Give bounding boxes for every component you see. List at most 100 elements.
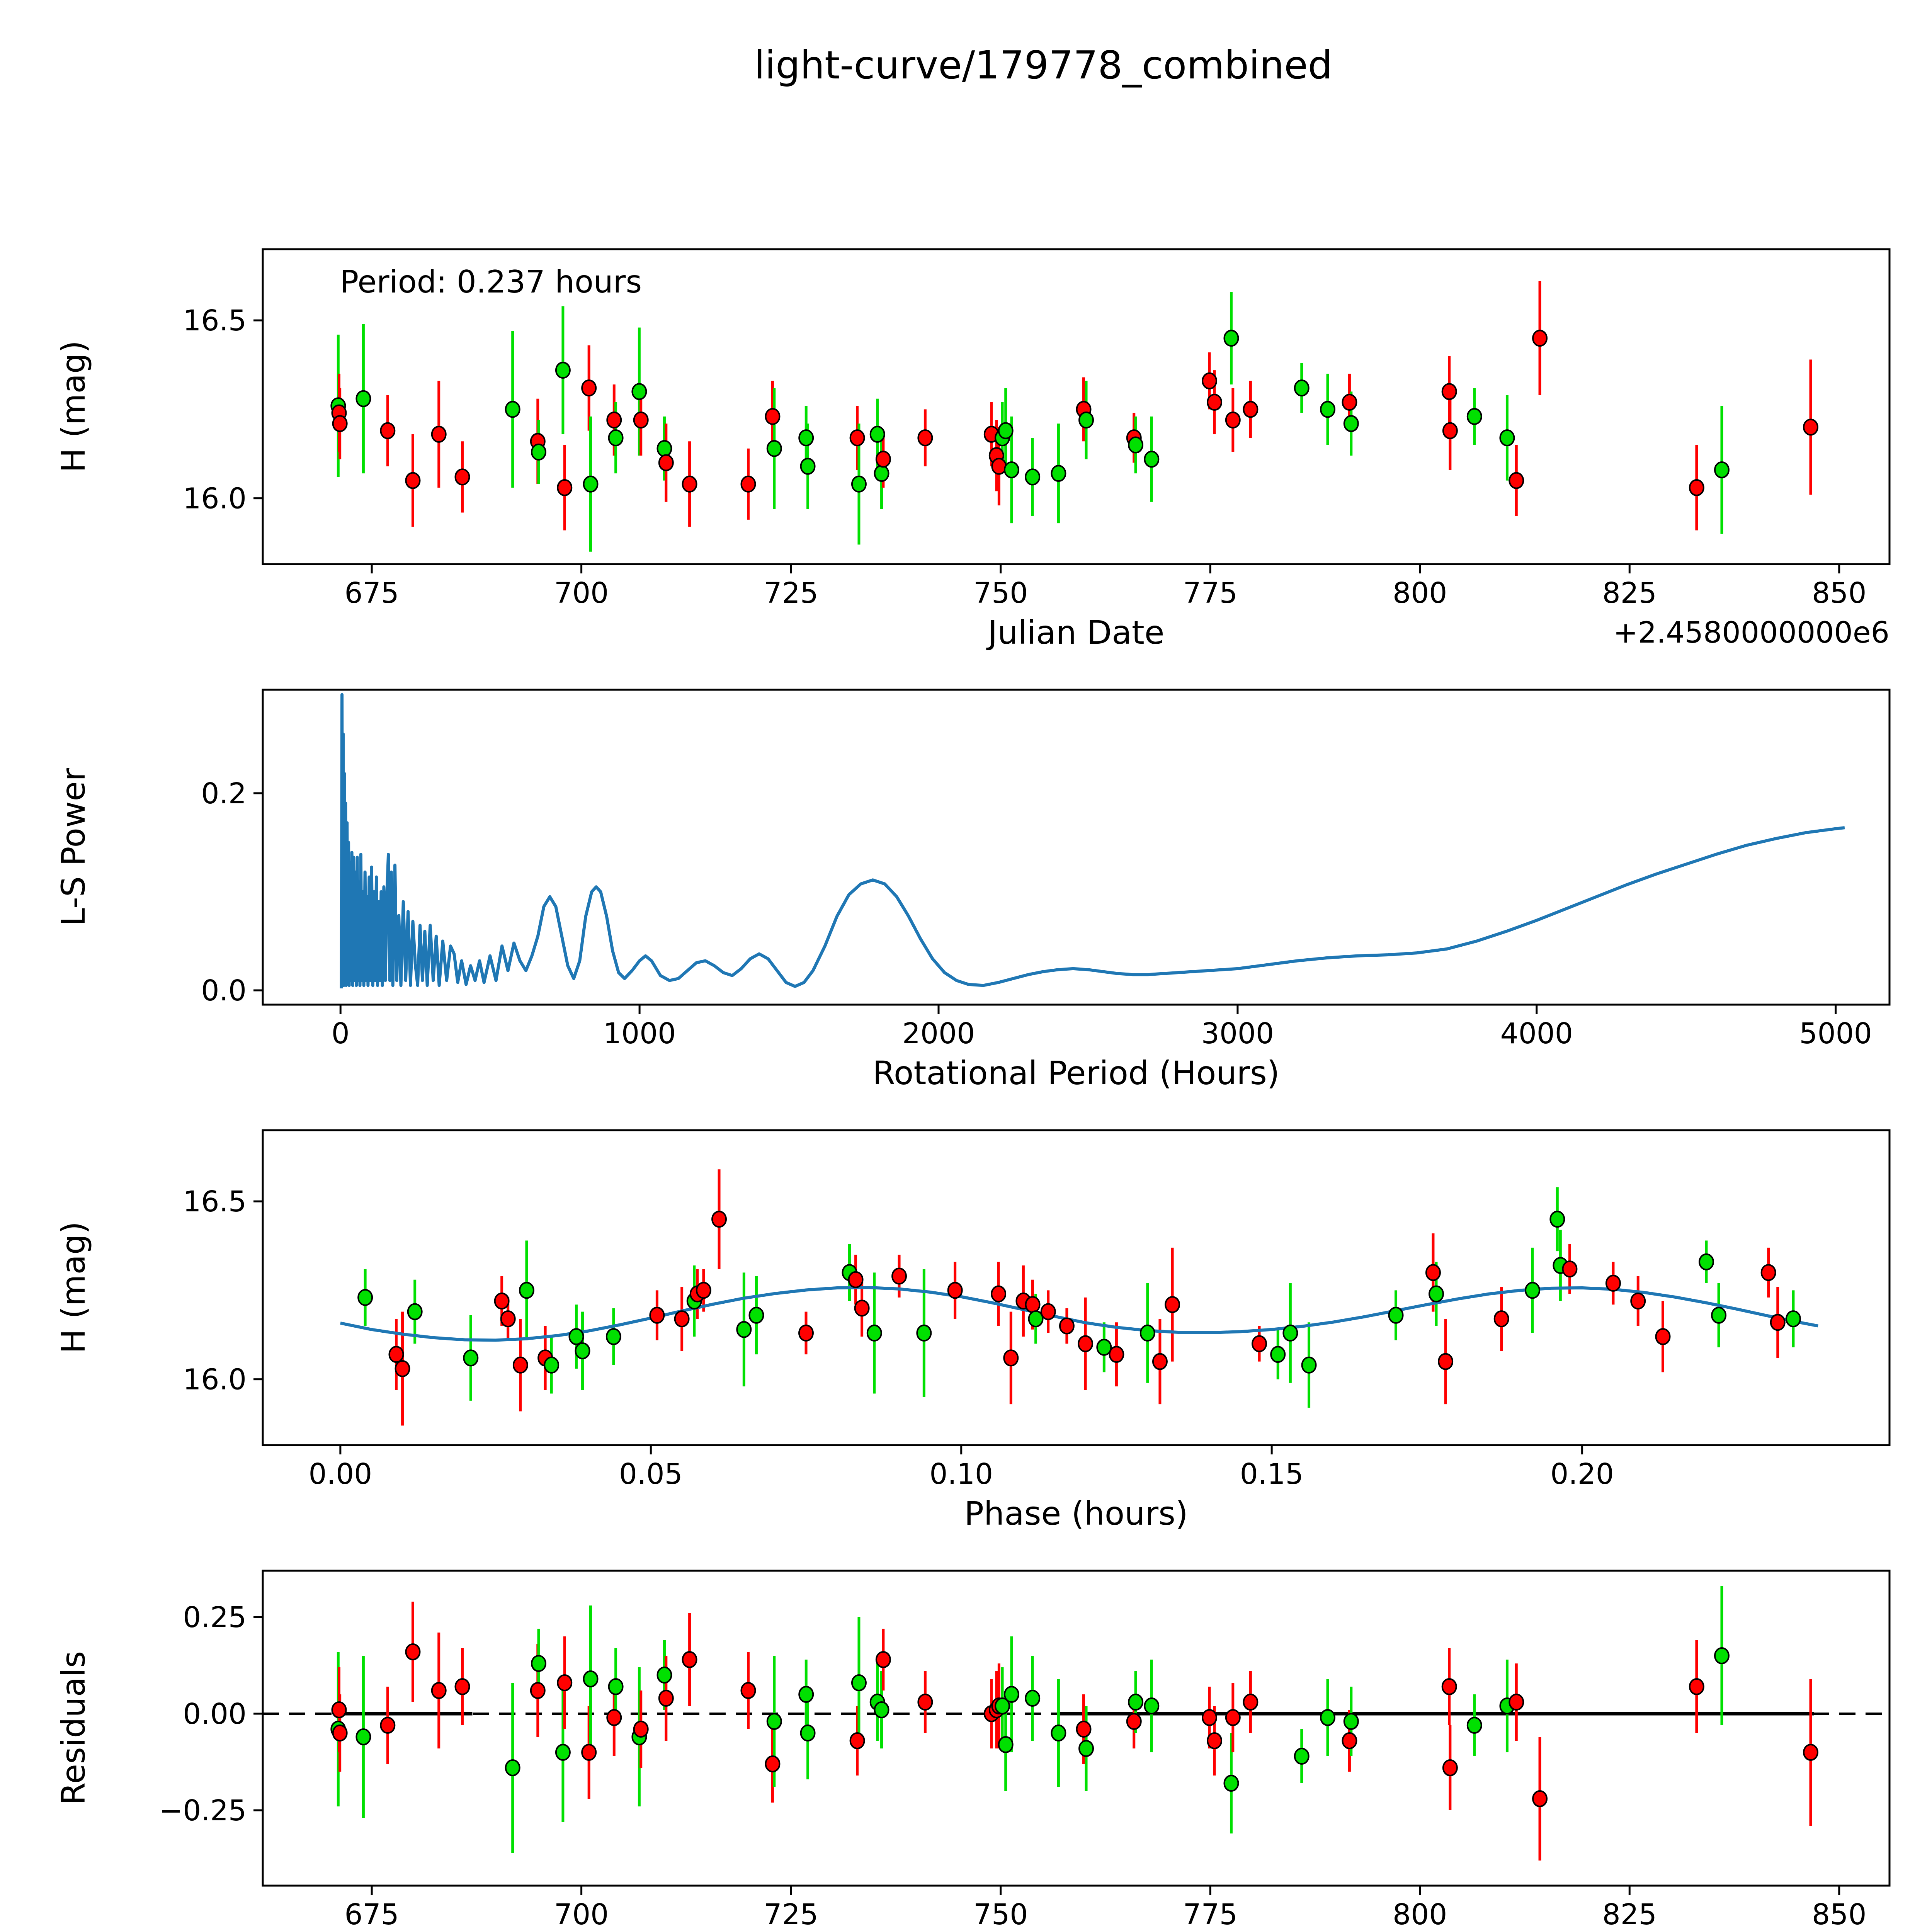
data-point [740,475,756,493]
data-point [332,1725,348,1742]
data-point [917,1694,933,1711]
y-tick-label: 16.0 [183,1363,247,1396]
data-point [1225,1709,1241,1726]
data-point [1760,1264,1776,1281]
x-tick-label: 750 [973,1898,1028,1931]
data-point [869,425,885,443]
data-point [991,457,1007,475]
data-point [674,1310,690,1328]
data-point [1442,1759,1458,1776]
data-point [1343,1713,1359,1730]
jd-magnitude-plot: 675 700 725 750 775 800 825 850 16.0 16.5 Period:… [183,248,1891,610]
data-point [1207,1732,1223,1749]
data-point [1388,1306,1404,1324]
data-point [998,422,1014,439]
ylabel-residuals: Residuals [54,1651,92,1805]
data-point [388,1346,404,1363]
x-tick-label: 2000 [902,1017,975,1050]
data-point [1128,1694,1144,1711]
data-point [606,412,622,429]
data-point [519,1282,534,1299]
data-point [765,1755,781,1772]
data-point [1096,1338,1112,1356]
x-tick-label: 5000 [1799,1017,1872,1050]
data-point [1562,1260,1578,1278]
data-point [1803,418,1819,436]
data-point [1059,1317,1075,1335]
ylabel-h-mag-top: H (mag) [54,340,92,473]
x-tick-label: 800 [1393,1898,1447,1931]
periodogram-curve [340,693,1845,988]
data-point [581,1744,597,1761]
x-tick-label: 0 [332,1017,350,1050]
data-point [544,1356,560,1374]
x-tick-label: 1000 [603,1017,676,1050]
data-point [1051,1725,1066,1742]
data-point [1428,1285,1444,1303]
data-point [995,1697,1010,1714]
x-tick-label: 725 [764,1898,818,1931]
data-point [1294,379,1310,397]
data-point [1003,461,1019,478]
data-point [581,379,597,397]
sinusoid-fit-curve [340,1286,1818,1342]
data-point [1466,1717,1482,1734]
data-point [395,1360,410,1378]
data-point [380,422,396,439]
y-tick-label: 0.00 [183,1697,247,1731]
data-point [1655,1328,1671,1345]
data-point [605,1328,621,1345]
data-point [1139,1324,1155,1342]
data-point [1252,1335,1267,1352]
data-point [331,1701,347,1718]
data-point [1003,1349,1019,1367]
data-point [1441,1678,1457,1695]
data-point [798,1324,814,1342]
xlabel-julian-date-top: Julian Date [988,614,1165,651]
data-point [454,1678,470,1695]
data-point [1040,1303,1056,1320]
data-point [991,1285,1007,1303]
periodogram-plot: 0 1000 2000 3000 4000 5000 0.0 0.2 [201,689,1891,1050]
jd-magnitude-chart: 675 700 725 750 775 800 825 850 16.0 16.5 [183,248,1891,610]
data-point [711,1211,727,1228]
data-point [1343,415,1359,432]
axes-frame [262,1570,1891,1887]
data-point [463,1349,479,1367]
data-point [1549,1211,1565,1228]
data-point [1223,1775,1239,1792]
axes-frame [262,689,1891,1006]
data-point [1243,401,1259,418]
data-point [1202,1709,1218,1726]
y-tick-label: 16.5 [183,1185,247,1218]
data-point [1270,1346,1286,1363]
data-point [1466,408,1482,425]
period-annotation: Period: 0.237 hours [340,264,642,300]
data-point [454,468,470,486]
data-point [1803,1744,1819,1761]
data-point [1342,393,1357,411]
data-point [555,362,571,379]
data-point [1003,1686,1019,1703]
data-point [1144,451,1160,468]
data-point [875,1651,891,1668]
data-point [1509,472,1524,489]
data-point [1294,1748,1310,1765]
data-point [431,425,447,443]
data-point [1078,412,1094,429]
data-point [500,1310,516,1328]
data-point [380,1717,396,1734]
data-point [656,440,672,457]
data-point [658,1690,674,1707]
data-point [606,1709,622,1726]
x-tick-label: 4000 [1500,1017,1573,1050]
data-point [1532,1790,1548,1807]
data-point [798,1686,814,1703]
x-tick-label: 3000 [1201,1017,1274,1050]
data-point [1243,1694,1259,1711]
phase-folded-plot: 0.00 0.05 0.10 0.15 0.20 16.0 16.5 [183,1129,1891,1491]
y-tick-label: −0.25 [159,1794,247,1827]
data-point [1225,412,1241,429]
data-point [1025,1690,1041,1707]
data-point [1028,1310,1044,1328]
